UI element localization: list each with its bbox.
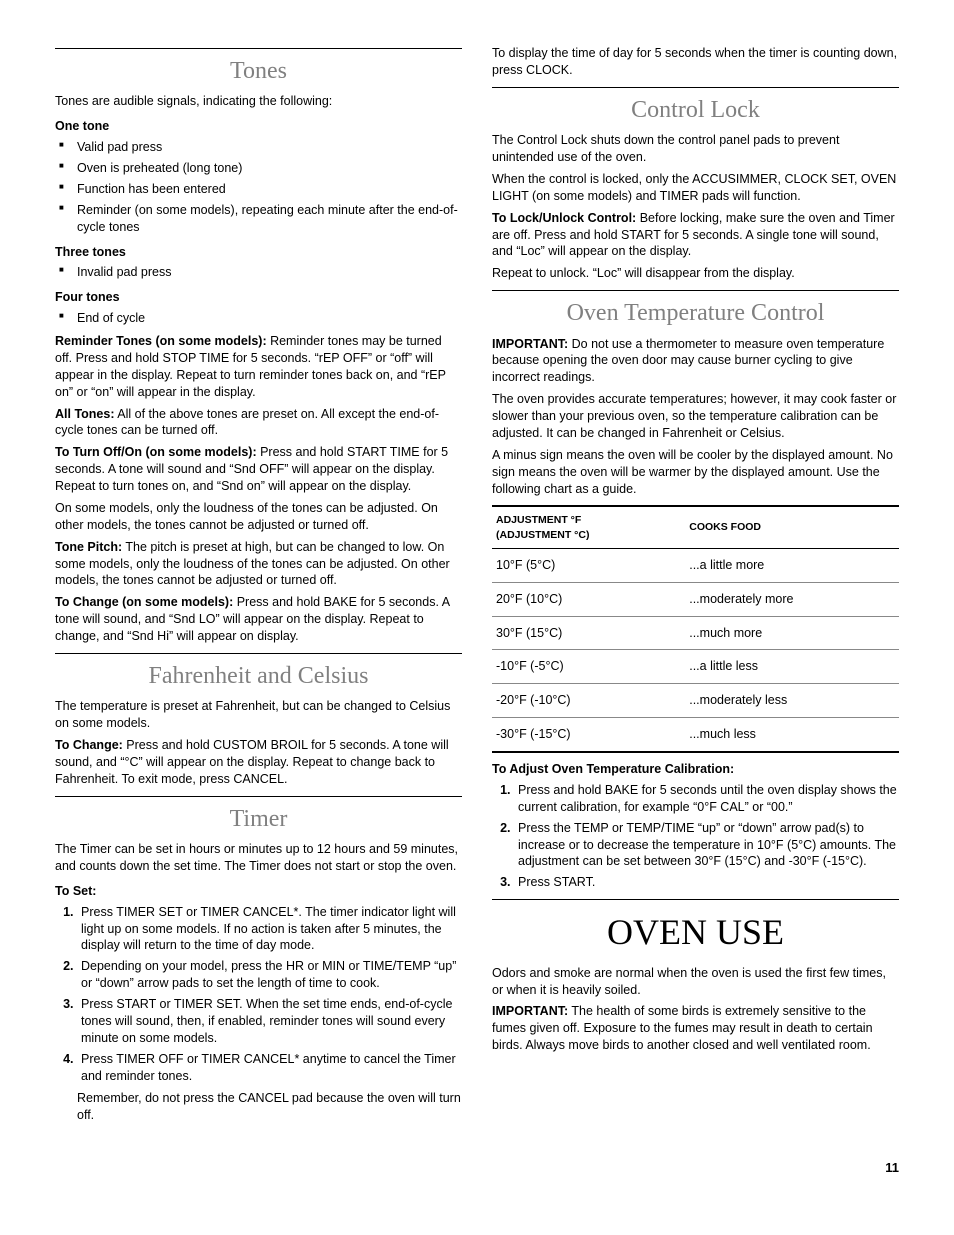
list-item: Press TIMER SET or TIMER CANCEL*. The ti…: [77, 904, 462, 955]
right-column: To display the time of day for 5 seconds…: [492, 40, 899, 1129]
cell-adj: -30°F (-15°C): [492, 718, 685, 752]
th-line2: (ADJUSTMENT °C): [496, 529, 589, 541]
cl-p1: The Control Lock shuts down the control …: [492, 132, 899, 166]
three-tones-list: Invalid pad press: [55, 264, 462, 281]
four-tones-heading: Four tones: [55, 289, 462, 306]
timer-steps: Press TIMER SET or TIMER CANCEL*. The ti…: [55, 904, 462, 1085]
runin-label: IMPORTANT:: [492, 337, 568, 351]
tones-intro: Tones are audible signals, indicating th…: [55, 93, 462, 110]
cl-p3: Repeat to unlock. “Loc” will disappear f…: [492, 265, 899, 282]
list-item: Press START.: [514, 874, 899, 891]
cell-cooks: ...a little more: [685, 548, 899, 582]
runin-label: To Change:: [55, 738, 123, 752]
heading-oven-use: OVEN USE: [492, 899, 899, 957]
ovenuse-p1: Odors and smoke are normal when the oven…: [492, 965, 899, 999]
left-column: Tones Tones are audible signals, indicat…: [55, 40, 462, 1129]
list-item: Invalid pad press: [55, 264, 462, 281]
cell-adj: -20°F (-10°C): [492, 684, 685, 718]
cell-adj: -10°F (-5°C): [492, 650, 685, 684]
table-row: 20°F (10°C)...moderately more: [492, 582, 899, 616]
runin-label: Tone Pitch:: [55, 540, 122, 554]
list-item: Press the TEMP or TEMP/TIME “up” or “dow…: [514, 820, 899, 871]
runin-label: To Lock/Unlock Control:: [492, 211, 636, 225]
heading-tones: Tones: [55, 48, 462, 87]
list-item: Reminder (on some models), repeating eac…: [55, 202, 462, 236]
heading-control-lock: Control Lock: [492, 87, 899, 126]
cell-cooks: ...much more: [685, 616, 899, 650]
list-item: Oven is preheated (long tone): [55, 160, 462, 177]
calibration-steps: Press and hold BAKE for 5 seconds until …: [492, 782, 899, 891]
cell-adj: 30°F (15°C): [492, 616, 685, 650]
runin-label: To Change (on some models):: [55, 595, 233, 609]
table-header-cooks: COOKS FOOD: [685, 506, 899, 548]
table-row: -10°F (-5°C)...a little less: [492, 650, 899, 684]
list-item: Press TIMER OFF or TIMER CANCEL* anytime…: [77, 1051, 462, 1085]
list-item: Depending on your model, press the HR or…: [77, 958, 462, 992]
adjust-calibration-heading: To Adjust Oven Temperature Calibration:: [492, 761, 899, 778]
list-item: End of cycle: [55, 310, 462, 327]
fc-para: The temperature is preset at Fahrenheit,…: [55, 698, 462, 732]
cl-p2: When the control is locked, only the ACC…: [492, 171, 899, 205]
fc-change-para: To Change: Press and hold CUSTOM BROIL f…: [55, 737, 462, 788]
otc-important: IMPORTANT: Do not use a thermometer to m…: [492, 336, 899, 387]
table-row: -20°F (-10°C)...moderately less: [492, 684, 899, 718]
two-column-layout: Tones Tones are audible signals, indicat…: [55, 40, 899, 1129]
table-row: -30°F (-15°C)...much less: [492, 718, 899, 752]
list-item: Press START or TIMER SET. When the set t…: [77, 996, 462, 1047]
cell-cooks: ...a little less: [685, 650, 899, 684]
cell-cooks: ...moderately less: [685, 684, 899, 718]
cell-adj: 20°F (10°C): [492, 582, 685, 616]
cell-adj: 10°F (5°C): [492, 548, 685, 582]
heading-fahrenheit-celsius: Fahrenheit and Celsius: [55, 653, 462, 692]
adjustment-table: ADJUSTMENT °F (ADJUSTMENT °C) COOKS FOOD…: [492, 505, 899, 753]
cell-cooks: ...much less: [685, 718, 899, 752]
reminder-tones-para: Reminder Tones (on some models): Reminde…: [55, 333, 462, 401]
all-tones-para: All Tones: All of the above tones are pr…: [55, 406, 462, 440]
otc-p1: The oven provides accurate temperatures;…: [492, 391, 899, 442]
heading-timer: Timer: [55, 796, 462, 835]
page-number: 11: [55, 1159, 899, 1177]
to-set-heading: To Set:: [55, 883, 462, 900]
timer-intro: The Timer can be set in hours or minutes…: [55, 841, 462, 875]
list-item: Press and hold BAKE for 5 seconds until …: [514, 782, 899, 816]
heading-oven-temp-control: Oven Temperature Control: [492, 290, 899, 329]
otc-p2: A minus sign means the oven will be cool…: [492, 447, 899, 498]
th-line1: ADJUSTMENT °F: [496, 514, 581, 526]
ovenuse-important: IMPORTANT: The health of some birds is e…: [492, 1003, 899, 1054]
loudness-para: On some models, only the loudness of the…: [55, 500, 462, 534]
cell-cooks: ...moderately more: [685, 582, 899, 616]
list-item: Function has been entered: [55, 181, 462, 198]
table-row: 10°F (5°C)...a little more: [492, 548, 899, 582]
timer-tail-para: To display the time of day for 5 seconds…: [492, 45, 899, 79]
three-tones-heading: Three tones: [55, 244, 462, 261]
four-tones-list: End of cycle: [55, 310, 462, 327]
timer-note: Remember, do not press the CANCEL pad be…: [77, 1090, 462, 1124]
turnoff-para: To Turn Off/On (on some models): Press a…: [55, 444, 462, 495]
runin-label: To Turn Off/On (on some models):: [55, 445, 257, 459]
runin-label: IMPORTANT:: [492, 1004, 568, 1018]
change-para: To Change (on some models): Press and ho…: [55, 594, 462, 645]
table-row: 30°F (15°C)...much more: [492, 616, 899, 650]
cl-lock-para: To Lock/Unlock Control: Before locking, …: [492, 210, 899, 261]
table-header-adjustment: ADJUSTMENT °F (ADJUSTMENT °C): [492, 506, 685, 548]
runin-label: All Tones:: [55, 407, 115, 421]
one-tone-list: Valid pad press Oven is preheated (long …: [55, 139, 462, 235]
one-tone-heading: One tone: [55, 118, 462, 135]
pitch-para: Tone Pitch: The pitch is preset at high,…: [55, 539, 462, 590]
list-item: Valid pad press: [55, 139, 462, 156]
runin-label: Reminder Tones (on some models):: [55, 334, 267, 348]
